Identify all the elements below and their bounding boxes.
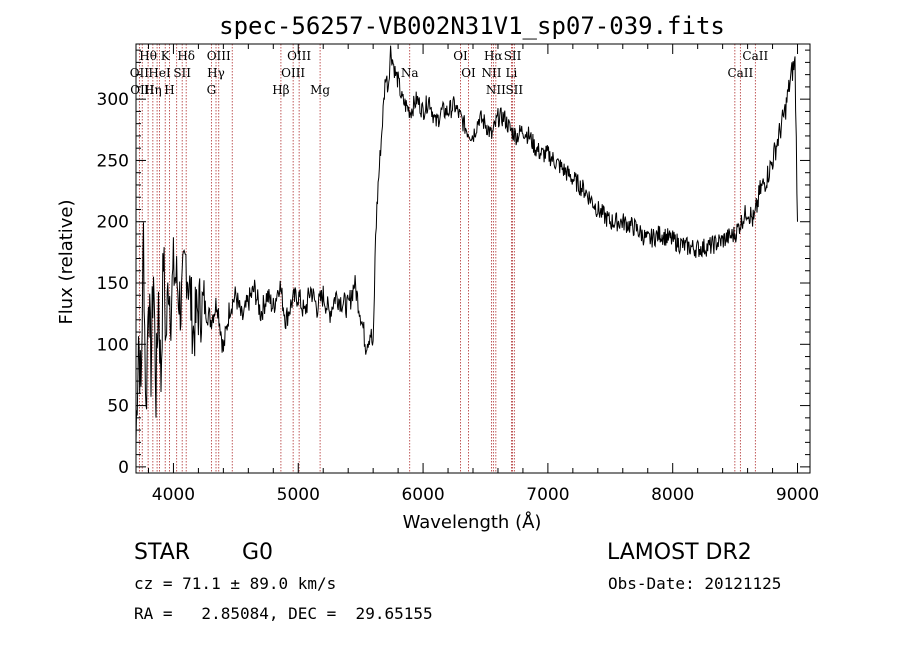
y-tick-label: 250 (97, 151, 129, 171)
x-tick-label: 6000 (401, 485, 444, 505)
line-label: Hη (144, 83, 162, 97)
redshift-cz: cz = 71.1 ± 89.0 km/s (134, 574, 336, 593)
line-label: OIII (281, 66, 305, 80)
y-tick-label: 200 (97, 213, 129, 233)
y-axis-label: Flux (relative) (56, 199, 77, 324)
line-label: SII (505, 83, 523, 97)
line-label: G (207, 83, 217, 97)
subclass: G0 (242, 540, 273, 565)
x-axis-label: Wavelength (Å) (403, 511, 542, 533)
line-label: K (161, 49, 171, 63)
spectrum-series (135, 45, 798, 444)
x-tick-label: 5000 (277, 485, 320, 505)
line-label: Hδ (177, 49, 195, 63)
line-label: Mg (310, 83, 330, 97)
line-label: Hγ (207, 66, 225, 80)
y-tick-label: 300 (97, 90, 129, 110)
spectrum-line (135, 45, 798, 444)
y-tick-labels: 0 50 100 150 200 250 300 (97, 90, 129, 478)
x-tick-label: 9000 (776, 485, 819, 505)
x-tick-label: 8000 (651, 485, 694, 505)
line-label: NII (486, 83, 506, 97)
object-class: STAR (134, 540, 190, 565)
line-label: OI (453, 49, 468, 63)
line-label: OIII (207, 49, 231, 63)
line-label: NII (481, 66, 501, 80)
chart-title: spec-56257-VB002N31V1_sp07-039.fits (219, 12, 725, 40)
spectral-line-markers (138, 44, 756, 473)
survey-name: LAMOST DR2 (607, 540, 752, 565)
axis-ticks (136, 44, 810, 473)
y-tick-label: 0 (118, 458, 129, 478)
line-label: H (164, 83, 174, 97)
y-tick-label: 150 (97, 274, 129, 294)
line-label: Na (401, 66, 419, 80)
line-label: CaII (742, 49, 768, 63)
line-label: SII (504, 49, 522, 63)
line-label: Hα (484, 49, 503, 63)
x-tick-labels: 4000 5000 6000 7000 8000 9000 (152, 485, 819, 505)
line-label: HeI (148, 66, 171, 80)
x-tick-label: 4000 (152, 485, 195, 505)
y-tick-label: 50 (107, 397, 129, 417)
obs-date: Obs-Date: 20121125 (608, 574, 781, 593)
line-label: Li (506, 66, 518, 80)
x-tick-label: 7000 (526, 485, 569, 505)
ra-dec: RA = 2.85084, DEC = 29.65155 (134, 604, 433, 623)
plot-frame (135, 43, 811, 474)
line-label: OII (130, 66, 150, 80)
line-label: OI (461, 66, 476, 80)
line-label: CaII (727, 66, 753, 80)
line-label: Hβ (272, 83, 289, 97)
line-label: SII (173, 66, 191, 80)
y-tick-label: 100 (97, 335, 129, 355)
line-label: Hθ (139, 49, 157, 63)
line-label: OIII (287, 49, 311, 63)
